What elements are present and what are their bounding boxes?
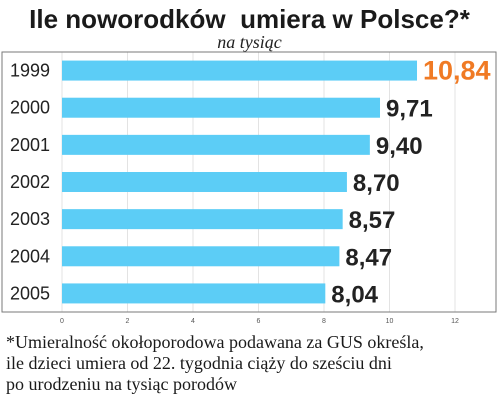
value-label: 9,40 bbox=[376, 133, 423, 160]
x-tick-label: 6 bbox=[257, 318, 261, 325]
bar-2000 bbox=[62, 97, 381, 118]
footnote-line: *Umieralność okołoporodowa podawana za G… bbox=[6, 332, 424, 352]
x-tick-label: 10 bbox=[386, 318, 394, 325]
value-label: 8,04 bbox=[331, 281, 378, 308]
category-label: 2005 bbox=[10, 283, 50, 303]
bar-2001 bbox=[62, 134, 370, 155]
value-label: 9,71 bbox=[386, 96, 433, 123]
chart-subtitle: na tysiąc bbox=[217, 32, 282, 52]
category-label: 1999 bbox=[10, 61, 50, 81]
value-label: 8,70 bbox=[353, 170, 400, 197]
x-tick-label: 2 bbox=[126, 318, 130, 325]
bar-2005 bbox=[62, 283, 326, 304]
bar-2002 bbox=[62, 172, 347, 192]
category-label: 2001 bbox=[10, 135, 50, 155]
category-label: 2003 bbox=[10, 209, 50, 229]
chart-area: 1999 10,84 2000 9,71 2001 9,40 2002 8,70 2003 8,5… bbox=[0, 50, 498, 328]
bar-1999 bbox=[62, 60, 418, 81]
footnote-line: po urodzeniu na tysiąc porodów bbox=[6, 374, 237, 394]
category-label: 2000 bbox=[10, 98, 50, 118]
chart-title: Ile noworodków umiera w Polsce?* bbox=[29, 4, 470, 34]
category-label: 2004 bbox=[10, 246, 50, 266]
bar-2003 bbox=[62, 209, 343, 230]
bar-chart: 1999 10,84 2000 9,71 2001 9,40 2002 8,70 2003 8,5… bbox=[1, 51, 497, 325]
value-label: 8,47 bbox=[345, 244, 392, 271]
value-label: 8,57 bbox=[349, 207, 396, 234]
bar-2004 bbox=[62, 246, 340, 267]
x-tick-label: 12 bbox=[451, 318, 459, 325]
footnote-line: ile dzieci umiera od 22. tygodnia ciąży … bbox=[6, 353, 392, 373]
category-label: 2002 bbox=[10, 172, 50, 192]
x-tick-label: 8 bbox=[322, 318, 326, 325]
chart-frame-border bbox=[1, 51, 497, 313]
footnote: *Umieralność okołoporodowa podawana za G… bbox=[6, 332, 496, 395]
value-label: 10,84 bbox=[423, 56, 491, 86]
x-tick-label: 0 bbox=[60, 318, 64, 325]
x-tick-label: 4 bbox=[191, 318, 195, 325]
